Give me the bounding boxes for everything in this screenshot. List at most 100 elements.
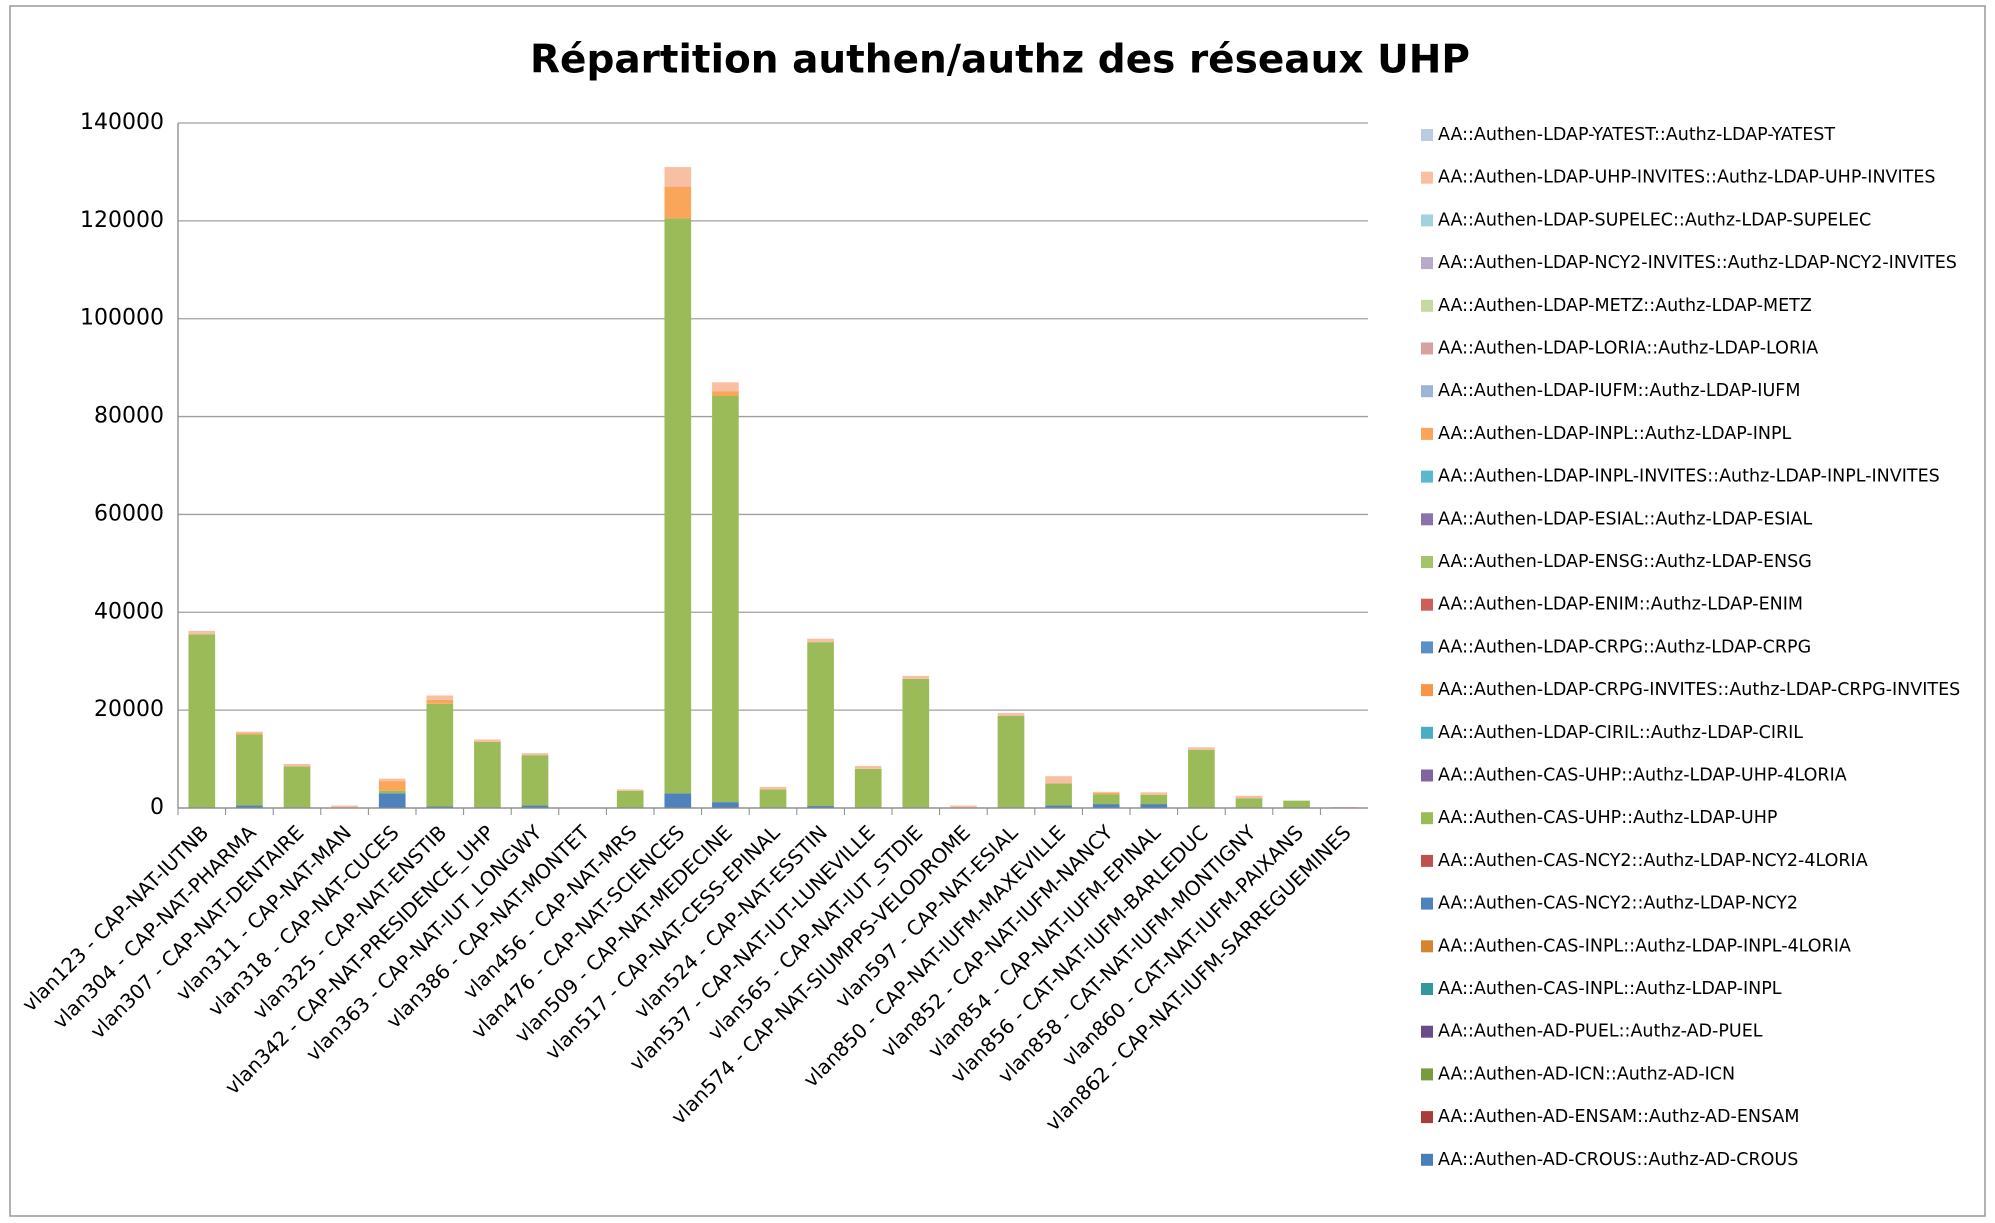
- bar-segment: [1092, 804, 1120, 808]
- bar-segment: [950, 805, 977, 808]
- bar-segment: [902, 675, 930, 679]
- y-tick-label: 120000: [80, 208, 164, 233]
- bar-segment: [807, 806, 834, 808]
- bar-segment: [712, 802, 739, 808]
- bar-segment: [1188, 749, 1215, 808]
- bar-segment: [283, 766, 311, 808]
- legend-swatch: [1421, 1111, 1433, 1124]
- bar-segment: [283, 763, 311, 767]
- bar-segment: [1092, 794, 1120, 805]
- legend-swatch: [1421, 385, 1433, 398]
- bar-segment: [378, 781, 406, 791]
- legend-swatch: [1421, 769, 1433, 782]
- chart-title: Répartition authen/authz des réseaux UHP: [530, 38, 1470, 83]
- legend-swatch: [1421, 812, 1433, 825]
- y-tick-label: 40000: [94, 599, 164, 624]
- bar-segment: [1140, 792, 1168, 795]
- bar-segment: [1235, 798, 1263, 808]
- bar-segment: [236, 731, 263, 734]
- legend-label: AA::Authen-LDAP-INPL-INVITES::Authz-LDAP…: [1438, 467, 1940, 487]
- y-tick-label: 20000: [94, 697, 164, 722]
- bar-segment: [664, 218, 692, 794]
- bar-segment: [236, 733, 263, 735]
- legend-swatch: [1421, 1068, 1433, 1081]
- legend-label: AA::Authen-AD-ICN::Authz-AD-ICN: [1438, 1064, 1735, 1084]
- bar-segment: [521, 805, 549, 808]
- legend-label: AA::Authen-LDAP-ENSG::Authz-LDAP-ENSG: [1438, 552, 1812, 572]
- bar-segment: [188, 630, 216, 635]
- bar-segment: [616, 789, 644, 791]
- legend-swatch: [1421, 470, 1433, 483]
- bar-segment: [712, 391, 739, 397]
- bar-segment: [1045, 783, 1072, 806]
- bar-segment: [1045, 805, 1072, 808]
- bar-segment: [521, 753, 549, 756]
- bar-segment: [474, 741, 501, 808]
- legend-label: AA::Authen-LDAP-CRPG::Authz-LDAP-CRPG: [1438, 637, 1811, 657]
- legend-label: AA::Authen-LDAP-IUFM::Authz-LDAP-IUFM: [1438, 381, 1800, 401]
- legend-label: AA::Authen-CAS-UHP::Authz-LDAP-UHP-4LORI…: [1438, 766, 1847, 786]
- bar-segment: [997, 713, 1025, 717]
- legend-label: AA::Authen-LDAP-ESIAL::Authz-LDAP-ESIAL: [1438, 509, 1813, 529]
- legend-label: AA::Authen-LDAP-SUPELEC::Authz-LDAP-SUPE…: [1438, 210, 1871, 230]
- legend-label: AA::Authen-CAS-INPL::Authz-LDAP-INPL-4LO…: [1438, 936, 1851, 956]
- legend-swatch: [1421, 513, 1433, 526]
- bar-segment: [807, 638, 834, 643]
- legend-swatch: [1421, 983, 1433, 995]
- legend-swatch: [1421, 726, 1433, 739]
- bar-segment: [521, 755, 549, 806]
- bar-segment: [854, 765, 882, 769]
- bar-segment: [426, 806, 454, 808]
- legend-swatch: [1421, 171, 1433, 184]
- legend-swatch: [1421, 940, 1433, 953]
- y-tick-label: 100000: [80, 306, 164, 331]
- bar-segment: [236, 805, 263, 808]
- legend-swatch: [1421, 214, 1433, 227]
- legend-label: AA::Authen-LDAP-NCY2-INVITES::Authz-LDAP…: [1438, 253, 1957, 273]
- bar-segment: [1092, 792, 1120, 795]
- legend-swatch: [1421, 257, 1433, 270]
- bar-segment: [1283, 800, 1310, 808]
- legend-label: AA::Authen-CAS-INPL::Authz-LDAP-INPL: [1438, 979, 1782, 999]
- legend-swatch: [1421, 129, 1433, 141]
- bar-segment: [759, 789, 787, 808]
- bar-segment: [807, 642, 834, 807]
- bar-segment: [1092, 791, 1120, 793]
- bar-segment: [1140, 794, 1168, 805]
- legend-swatch: [1421, 299, 1433, 312]
- legend-label: AA::Authen-CAS-NCY2::Authz-LDAP-NCY2: [1438, 894, 1798, 914]
- bar-segment: [616, 790, 644, 808]
- legend-swatch: [1421, 1025, 1433, 1038]
- bar-segment: [426, 703, 454, 807]
- legend-swatch: [1421, 684, 1433, 697]
- bar-segment: [1188, 747, 1215, 750]
- y-tick-label: 140000: [80, 110, 164, 135]
- legend-label: AA::Authen-CAS-NCY2::Authz-LDAP-NCY2-4LO…: [1438, 851, 1868, 871]
- legend-label: AA::Authen-LDAP-ENIM::Authz-LDAP-ENIM: [1438, 595, 1803, 615]
- legend-swatch: [1421, 342, 1433, 355]
- bar-segment: [854, 768, 882, 808]
- legend-swatch: [1421, 427, 1433, 440]
- legend-swatch: [1421, 1153, 1433, 1166]
- legend-label: AA::Authen-LDAP-INPL::Authz-LDAP-INPL: [1438, 424, 1792, 444]
- bar-segment: [712, 396, 739, 803]
- legend-label: AA::Authen-LDAP-UHP-INVITES::Authz-LDAP-…: [1438, 168, 1936, 188]
- y-tick-label: 0: [150, 795, 164, 820]
- bar-segment: [902, 678, 930, 808]
- legend-label: AA::Authen-LDAP-CIRIL::Authz-LDAP-CIRIL: [1438, 723, 1803, 743]
- bar-segment: [378, 793, 406, 808]
- bar-segment: [1045, 776, 1072, 784]
- bar-segment: [426, 699, 454, 704]
- bar-segment: [1235, 795, 1263, 799]
- legend-label: AA::Authen-LDAP-CRPG-INVITES::Authz-LDAP…: [1438, 680, 1960, 700]
- bar-segment: [426, 695, 454, 700]
- bar-segment: [664, 167, 692, 187]
- bar-segment: [997, 716, 1025, 808]
- legend-swatch: [1421, 897, 1433, 910]
- chart-border: [9, 5, 1986, 1217]
- y-tick-label: 80000: [94, 404, 164, 429]
- legend-label: AA::Authen-AD-CROUS::Authz-AD-CROUS: [1438, 1150, 1798, 1170]
- legend-label: AA::Authen-LDAP-LORIA::Authz-LDAP-LORIA: [1438, 339, 1818, 359]
- bar-segment: [759, 786, 787, 790]
